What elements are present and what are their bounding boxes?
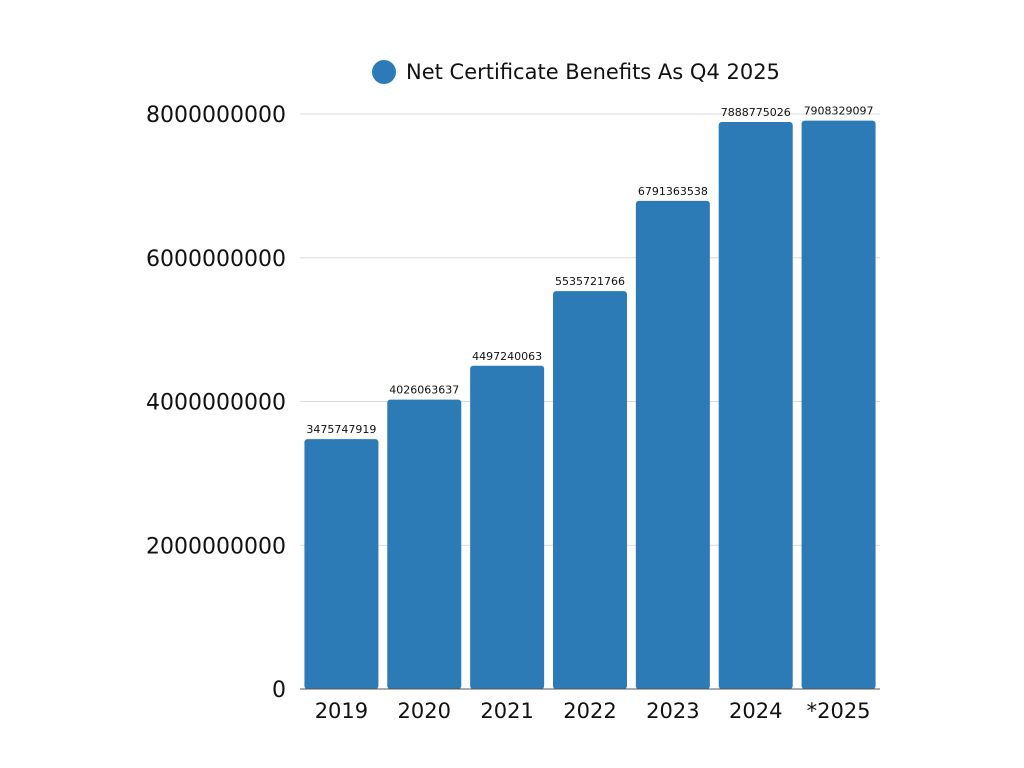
bar-2019 [304,439,379,689]
bar-2024 [718,121,793,690]
y-tick-label: 2000000000 [146,534,286,559]
legend-label: Net Certificate Benefits As Q4 2025 [406,60,780,84]
bar-star-2025 [801,120,876,689]
chart-legend: Net Certificate Benefits As Q4 2025 [372,58,780,86]
legend-swatch [372,60,396,84]
x-tick-label: 2023 [646,699,699,723]
bar-2022 [553,291,627,689]
x-tick-label: 2020 [398,699,451,723]
data-label: 7888775026 [721,106,791,119]
data-label: 6791363538 [638,185,708,198]
y-tick-label: 0 [272,678,286,703]
data-labels: 3475747919 4026063637 4497240063 5535721766… [306,105,873,437]
data-label: 7908329097 [804,105,874,118]
data-label: 5535721766 [555,275,625,288]
x-axis-ticks: 2019 2020 2021 2022 2023 2024 *2025 [315,699,871,723]
bar-2020 [387,399,462,689]
data-label: 3475747919 [306,423,376,436]
x-tick-label: 2022 [563,699,616,723]
data-label: 4026063637 [389,384,459,397]
x-tick-label: *2025 [807,699,871,723]
y-tick-label: 4000000000 [146,391,286,416]
x-tick-label: 2024 [729,699,782,723]
y-axis-ticks: 0 2000000000 4000000000 6000000000 800000000… [146,103,286,703]
data-label: 4497240063 [472,350,542,363]
x-tick-label: 2019 [315,699,368,723]
y-tick-label: 8000000000 [146,103,286,128]
bar-2021 [470,365,545,689]
x-tick-label: 2021 [480,699,533,723]
y-tick-label: 6000000000 [146,247,286,272]
bars [304,120,876,690]
bar-2023 [635,200,710,690]
